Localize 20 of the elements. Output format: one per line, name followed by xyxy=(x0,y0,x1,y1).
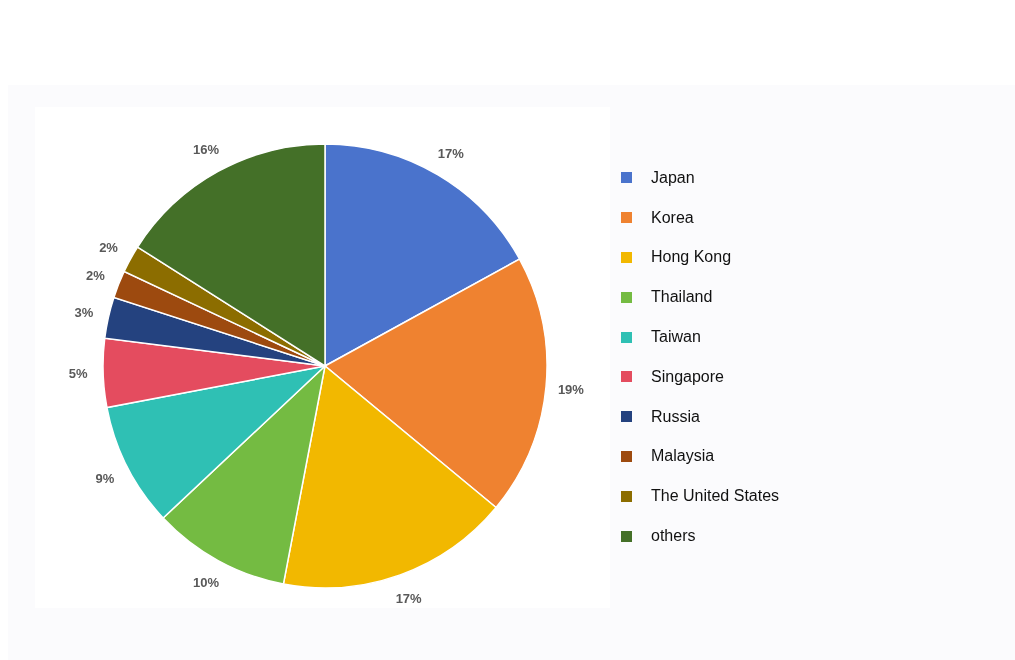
data-label: 2% xyxy=(99,239,119,255)
data-label: 17% xyxy=(395,590,423,606)
data-label: 17% xyxy=(437,145,465,161)
legend-label: Hong Kong xyxy=(651,248,732,267)
legend-label: Singapore xyxy=(651,367,724,386)
legend-label: Malaysia xyxy=(651,447,715,466)
data-label: 2% xyxy=(85,267,106,283)
legend-label: others xyxy=(651,527,696,546)
legend-label: Russia xyxy=(651,407,700,426)
data-label: 10% xyxy=(192,574,220,590)
legend-label: Thailand xyxy=(651,288,713,307)
data-label: 5% xyxy=(68,366,88,382)
data-label: 3% xyxy=(74,304,94,320)
legend-label: Taiwan xyxy=(651,328,701,347)
data-label: 9% xyxy=(95,470,115,486)
legend-label: Japan xyxy=(651,168,695,187)
data-label: 16% xyxy=(192,142,220,158)
legend-label: Korea xyxy=(651,208,694,227)
data-label: 19% xyxy=(557,381,585,397)
legend-label: The United States xyxy=(651,487,780,506)
